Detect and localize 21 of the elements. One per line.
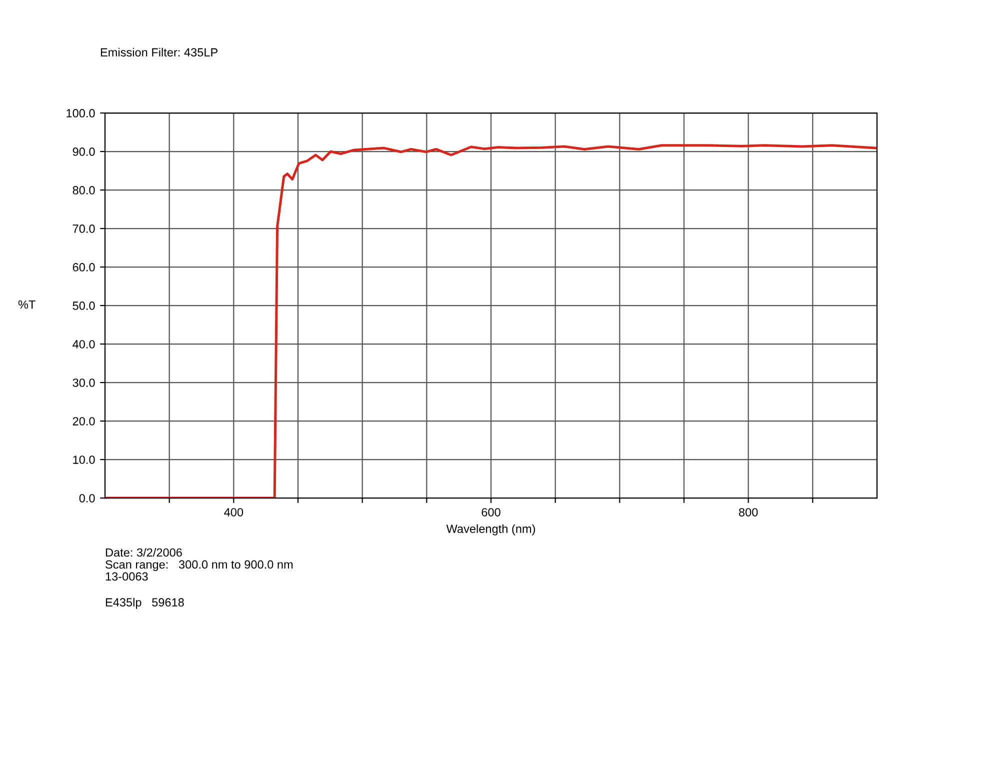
y-tick-label: 40.0 xyxy=(72,340,95,348)
text: Scan range: 300.0 nm to 900.0 nm xyxy=(106,560,293,571)
text: 13-0063 xyxy=(106,572,148,581)
x-tick-label: 800 xyxy=(739,508,758,516)
y-tick-label: 0.0 xyxy=(79,494,95,502)
y-tick-label: 30.0 xyxy=(72,378,95,387)
y-tick-label: 60.0 xyxy=(72,263,95,272)
y-axis-title: %T xyxy=(18,300,36,309)
y-tick-label: 20.0 xyxy=(72,417,95,426)
chart-title: Emission Filter: 435LP xyxy=(100,48,218,57)
text: Date: 3/2/2006 xyxy=(106,548,182,557)
y-tick-label: 10.0 xyxy=(73,456,95,464)
text: E435lp 59618 xyxy=(106,598,184,609)
y-tick-label: 80.0 xyxy=(72,186,95,194)
x-tick-label: 600 xyxy=(482,508,500,516)
y-tick-label: 50.0 xyxy=(72,302,95,310)
y-tick-label: 100.0 xyxy=(66,109,95,118)
y-tick-label: 90.0 xyxy=(72,148,95,156)
x-axis-title: Wavelength (nm) xyxy=(446,524,535,536)
x-tick-label: 400 xyxy=(224,508,244,516)
y-tick-label: 70.0 xyxy=(72,224,95,233)
